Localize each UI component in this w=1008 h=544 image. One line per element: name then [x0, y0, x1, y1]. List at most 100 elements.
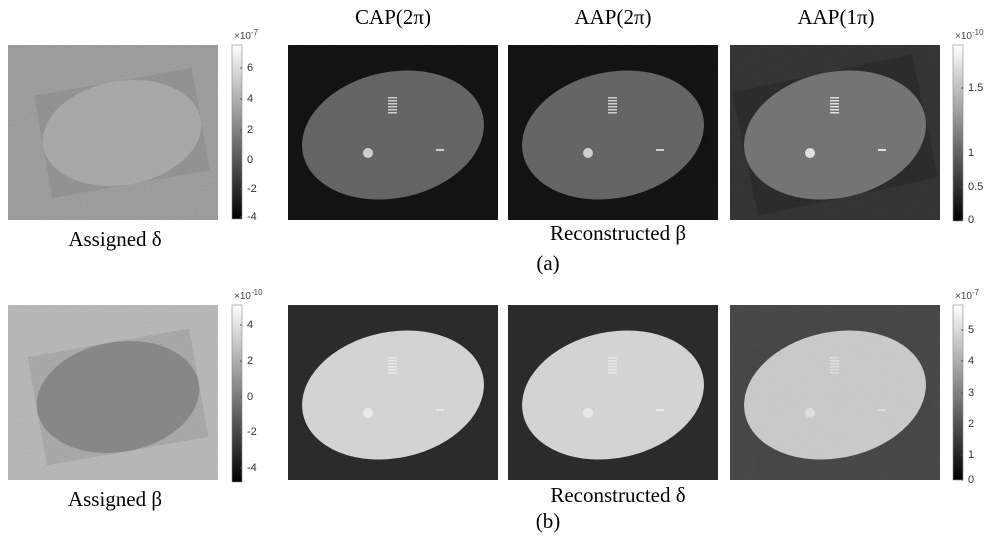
- feature-ladder: [830, 360, 839, 362]
- feature-ladder: [388, 97, 397, 99]
- feature-ladder: [830, 366, 839, 368]
- image-panel: [8, 305, 218, 480]
- feature-ladder: [608, 103, 617, 105]
- colorbar-tick-label: 1: [968, 449, 974, 461]
- feature-ladder: [388, 100, 397, 102]
- exponent-base: ×10: [234, 291, 251, 302]
- exponent-power: -10: [251, 288, 263, 297]
- feature-ladder: [608, 366, 617, 368]
- colorbar-tick-label: -2: [247, 183, 257, 195]
- feature-dash: [436, 409, 444, 411]
- feature-dash: [878, 409, 886, 411]
- caption: Reconstructed δ: [550, 483, 685, 507]
- feature-dot: [363, 148, 373, 158]
- feature-dot: [583, 148, 593, 158]
- feature-dot: [363, 408, 373, 418]
- colorbar-tick-label: 2: [968, 418, 974, 430]
- colorbar-tick-label: 2: [247, 124, 253, 136]
- feature-dot: [805, 148, 815, 158]
- colorbar-tick-label: 0: [968, 474, 974, 486]
- feature-ladder: [830, 106, 839, 108]
- colorbar-tick-label: 0: [247, 154, 253, 166]
- exponent-base: ×10: [234, 31, 251, 42]
- colorbar-tick-label: 4: [247, 93, 253, 105]
- feature-dash: [656, 149, 664, 151]
- exponent-power: -10: [972, 28, 984, 37]
- image-panel: [508, 45, 718, 220]
- exponent-base: ×10: [955, 291, 972, 302]
- colorbar-exponent: ×10-7: [955, 288, 980, 302]
- column-title: AAP(2π): [574, 5, 651, 29]
- feature-ladder: [388, 112, 397, 114]
- image-content: [730, 45, 940, 220]
- feature-dot: [583, 408, 593, 418]
- image-content: [730, 305, 940, 480]
- feature-ladder: [830, 100, 839, 102]
- feature-ladder: [608, 106, 617, 108]
- feature-ladder: [608, 372, 617, 374]
- colorbar-tick-label: 1: [968, 147, 974, 159]
- feature-ladder: [608, 363, 617, 365]
- colorbar: [953, 45, 963, 221]
- image-content: [8, 45, 218, 220]
- caption: Assigned β: [68, 487, 162, 511]
- feature-ladder: [830, 112, 839, 114]
- colorbar-tick-label: -4: [247, 462, 257, 474]
- feature-ladder: [608, 357, 617, 359]
- colorbar-exponent: ×10-10: [955, 28, 984, 42]
- feature-ladder: [608, 109, 617, 111]
- feature-ladder: [388, 106, 397, 108]
- feature-ladder: [388, 360, 397, 362]
- colorbar: [232, 45, 242, 219]
- feature-ladder: [830, 369, 839, 371]
- caption: Assigned δ: [68, 227, 161, 251]
- image-content: [508, 305, 718, 480]
- panel-label: (a): [536, 251, 559, 275]
- exponent-power: -7: [972, 288, 980, 297]
- colorbar-tick-label: 2: [247, 355, 253, 367]
- feature-ladder: [388, 369, 397, 371]
- feature-ladder: [830, 372, 839, 374]
- colorbar-tick-label: 0: [968, 214, 974, 226]
- image-content: [508, 45, 718, 220]
- colorbar-exponent: ×10-7: [234, 28, 259, 42]
- colorbar-tick-label: 5: [968, 324, 974, 336]
- feature-ladder: [388, 363, 397, 365]
- column-title: AAP(1π): [797, 5, 874, 29]
- feature-dash: [656, 409, 664, 411]
- feature-ladder: [608, 100, 617, 102]
- panel-label: (b): [536, 509, 561, 533]
- colorbar-tick-label: -4: [247, 211, 257, 223]
- exponent-power: -7: [251, 28, 259, 37]
- colorbar-tick-label: -2: [247, 426, 257, 438]
- feature-ladder: [388, 103, 397, 105]
- exponent-base: ×10: [955, 31, 972, 42]
- image-panel: [8, 45, 218, 220]
- image-content: [288, 305, 498, 480]
- feature-ladder: [608, 97, 617, 99]
- colorbar-tick-label: 0.5: [968, 181, 983, 193]
- caption: Reconstructed β: [550, 221, 686, 245]
- colorbar-tick-label: 0: [247, 391, 253, 403]
- feature-dash: [878, 149, 886, 151]
- feature-ladder: [830, 363, 839, 365]
- feature-ladder: [388, 357, 397, 359]
- image-panel: [288, 305, 498, 480]
- feature-ladder: [830, 97, 839, 99]
- colorbar-tick-label: 4: [968, 355, 974, 367]
- feature-ladder: [388, 109, 397, 111]
- feature-ladder: [830, 357, 839, 359]
- colorbar-tick-label: 4: [247, 319, 253, 331]
- feature-ladder: [388, 366, 397, 368]
- image-panel: [730, 45, 940, 220]
- feature-ladder: [608, 369, 617, 371]
- feature-ladder: [830, 103, 839, 105]
- column-title: CAP(2π): [355, 5, 431, 29]
- feature-dot: [805, 408, 815, 418]
- feature-dash: [436, 149, 444, 151]
- feature-ladder: [388, 372, 397, 374]
- colorbar-tick-label: 3: [968, 387, 974, 399]
- feature-ladder: [830, 109, 839, 111]
- colorbar-tick-label: 6: [247, 62, 253, 74]
- feature-ladder: [608, 112, 617, 114]
